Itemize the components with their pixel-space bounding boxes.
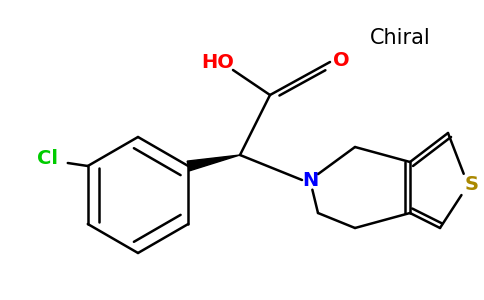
Text: O: O	[333, 50, 349, 70]
Text: Cl: Cl	[37, 148, 58, 167]
Polygon shape	[187, 155, 240, 171]
Text: S: S	[465, 176, 479, 194]
Text: N: N	[302, 170, 318, 190]
Text: HO: HO	[201, 52, 234, 71]
Text: Chiral: Chiral	[370, 28, 430, 48]
